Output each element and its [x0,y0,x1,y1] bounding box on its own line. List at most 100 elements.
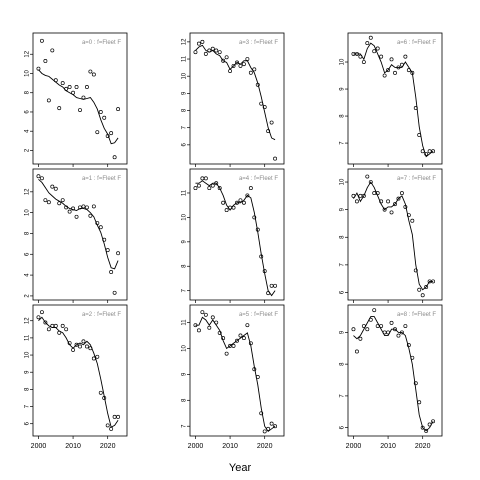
observed-point [375,324,380,328]
observed-point [71,90,76,95]
observed-point [105,134,110,138]
observed-point [53,78,58,83]
panel-frame [347,304,443,437]
observed-point [39,310,44,315]
observed-point [372,308,377,313]
observed-point [50,48,55,53]
x-tick-label: 2000 [346,443,362,450]
observed-point [238,333,243,338]
observed-point [36,66,41,71]
observed-point [241,200,246,205]
observed-point [98,225,103,230]
observed-point [420,149,425,154]
observed-point [368,180,373,184]
observed-point [396,65,401,70]
y-tick-label: 10 [340,58,346,65]
observed-point [39,38,44,43]
observed-point [95,221,100,225]
observed-point [389,210,394,215]
observed-point [235,338,239,343]
observed-point [358,54,363,59]
fitted-line [353,42,434,158]
observed-point [74,85,79,89]
observed-point [95,130,100,135]
panel-label: a=1 : f=Fleet F [82,176,121,182]
y-tick-label: 7 [182,288,188,292]
panel-label: a=8 : f=Fleet F [397,312,436,318]
observed-point [39,176,44,181]
observed-point [43,59,48,63]
observed-point [266,291,271,296]
observed-point [60,323,65,328]
observed-point [262,429,267,434]
observed-point [351,193,356,198]
y-tick-label: 8 [25,90,31,94]
observed-point [406,68,411,73]
observed-point [78,205,82,210]
observed-point [354,349,359,354]
observed-point [386,68,391,73]
y-tick-label: 8 [182,398,188,402]
observed-point [393,327,397,332]
y-tick-label: 12 [25,317,31,324]
y-tick-label: 6 [25,252,31,256]
observed-point [399,191,404,196]
y-tick-label: 6 [25,110,31,114]
observed-point [420,425,425,430]
observed-point [67,209,72,214]
panel: a=5 : f=Fleet F 7 8 9 10 11 2000 2010 2020 [182,304,285,450]
observed-point [417,133,422,137]
y-tick-label: 7 [340,394,346,398]
observed-point [67,85,72,89]
observed-point [217,50,222,55]
observed-point [269,421,274,426]
observed-point [109,270,114,274]
observed-point [109,131,114,136]
observed-point [252,367,257,372]
observed-point [252,67,257,72]
observed-point [116,107,121,112]
observed-point [424,428,429,433]
panel: a=0 : f=Fleet F 2 4 6 8 10 12 [25,32,128,167]
observed-point [427,149,432,154]
observed-point [245,193,250,198]
y-tick-label: 9 [340,207,346,211]
observed-point [210,46,215,51]
observed-point [358,193,363,198]
x-tick-label: 2000 [188,443,204,450]
x-tick-label: 2010 [222,443,238,450]
panel: a=7 : f=Fleet F 6 7 8 9 10 [340,168,443,303]
panel: a=1 : f=Fleet F 2 4 6 8 10 12 [25,168,128,303]
observed-point [403,204,408,209]
y-tick-label: 12 [182,38,188,45]
observed-point [241,62,246,67]
observed-point [252,215,257,220]
panel: a=2 : f=Fleet F 6 7 8 9 10 11 12 2000 2010 2020 [25,304,128,450]
y-tick-label: 8 [25,231,31,235]
observed-point [382,330,387,335]
observed-point [214,48,219,53]
panel-frame [32,304,128,437]
panel-frame [347,32,443,165]
y-tick-label: 12 [25,188,31,195]
observed-point [214,181,219,186]
observed-point [207,325,212,330]
observed-point [60,81,65,86]
observed-point [78,108,82,112]
observed-point [259,254,264,259]
y-tick-label: 11 [182,189,188,196]
observed-point [238,198,243,203]
observed-point [245,323,250,328]
observed-point [354,51,359,56]
y-tick-label: 2 [25,294,31,298]
observed-point [354,199,359,204]
observed-point [399,330,404,335]
observed-point [273,283,278,288]
observed-point [238,63,243,68]
observed-point [403,324,408,328]
observed-point [231,205,236,210]
observed-point [224,208,229,213]
observed-point [200,39,205,44]
observed-point [396,196,401,201]
